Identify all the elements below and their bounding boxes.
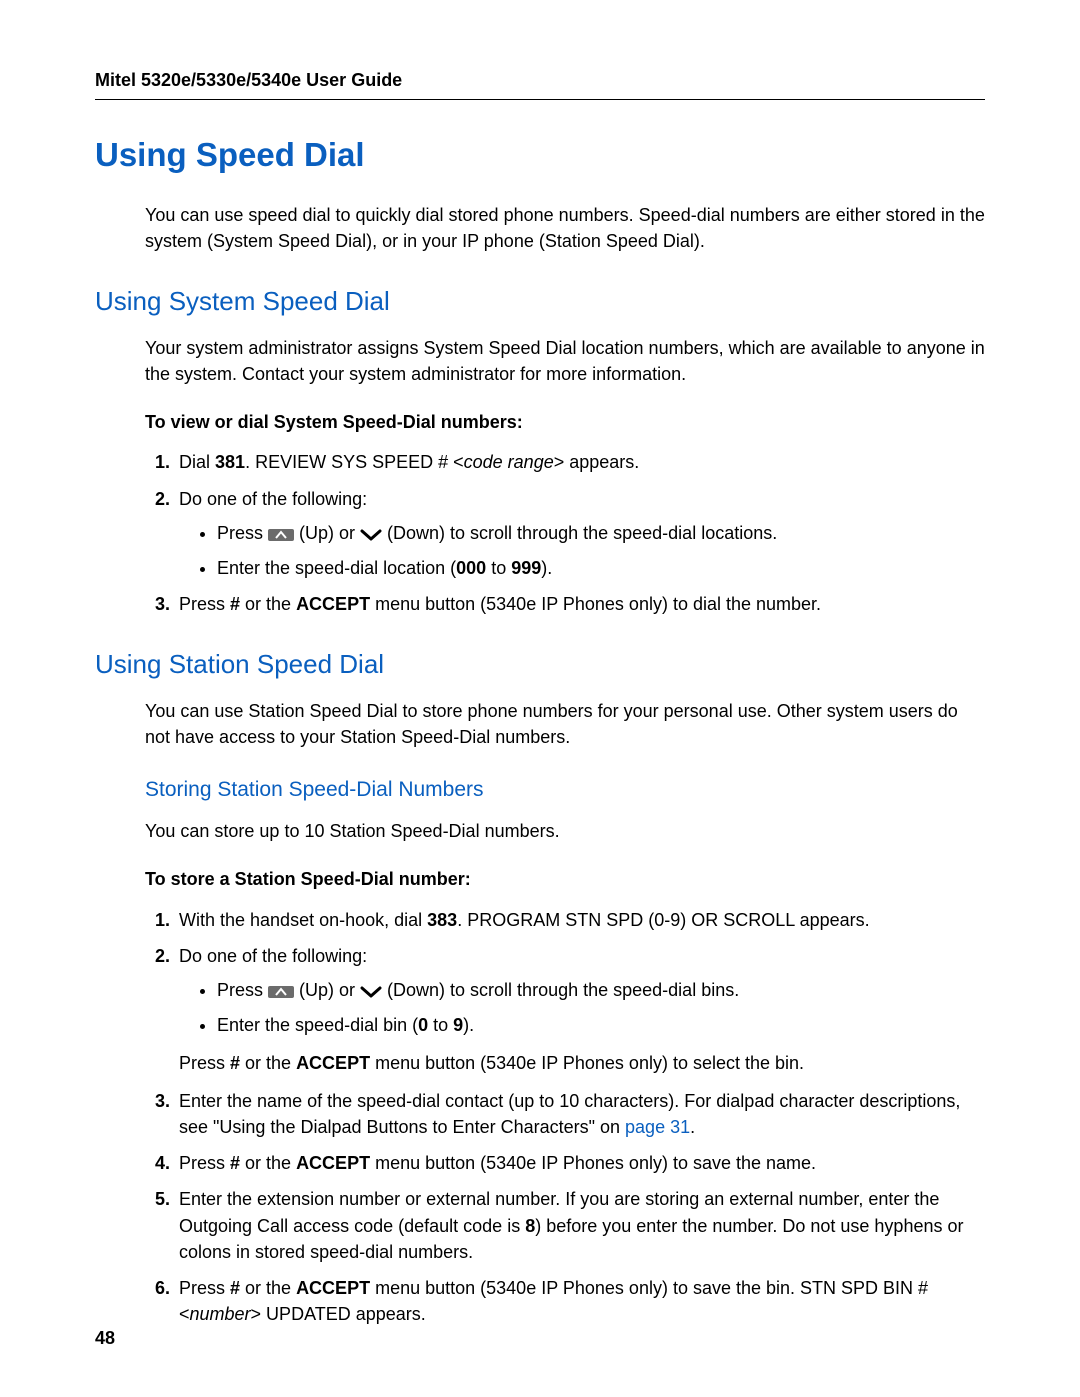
key-hash: # xyxy=(230,594,240,614)
text: Press xyxy=(179,1053,230,1073)
text: (Down) to scroll through the speed-dial … xyxy=(382,523,777,543)
text: to xyxy=(486,558,511,578)
system-step-2a: Press (Up) or (Down) to scroll through t… xyxy=(217,520,985,547)
text: Press xyxy=(217,523,268,543)
text: Press xyxy=(217,980,268,1000)
range-end: 9 xyxy=(453,1015,463,1035)
system-step-3: Press # or the ACCEPT menu button (5340e… xyxy=(175,591,985,617)
page-header-title: Mitel 5320e/5330e/5340e User Guide xyxy=(95,70,985,100)
placeholder-text: code range xyxy=(464,452,554,472)
text: (Up) or xyxy=(294,523,360,543)
key-hash: # xyxy=(230,1053,240,1073)
system-intro: Your system administrator assigns System… xyxy=(145,335,985,387)
text: or the xyxy=(240,594,296,614)
dial-code: 381 xyxy=(215,452,245,472)
access-code: 8 xyxy=(525,1216,535,1236)
intro-paragraph: You can use speed dial to quickly dial s… xyxy=(145,202,985,254)
text: Enter the name of the speed-dial contact… xyxy=(179,1091,960,1137)
storing-step-2-note: Press # or the ACCEPT menu button (5340e… xyxy=(179,1050,985,1076)
text: ). xyxy=(541,558,552,578)
key-hash: # xyxy=(230,1278,240,1298)
text: Press xyxy=(179,1153,230,1173)
storing-step-3: Enter the name of the speed-dial contact… xyxy=(175,1088,985,1140)
button-accept: ACCEPT xyxy=(296,1053,370,1073)
text: With the handset on-hook, dial xyxy=(179,910,427,930)
storing-step-2b: Enter the speed-dial bin (0 to 9). xyxy=(217,1012,985,1038)
range-end: 999 xyxy=(511,558,541,578)
text: (Up) or xyxy=(294,980,360,1000)
storing-step-4: Press # or the ACCEPT menu button (5340e… xyxy=(175,1150,985,1176)
up-arrow-icon xyxy=(268,978,294,1004)
button-accept: ACCEPT xyxy=(296,594,370,614)
button-accept: ACCEPT xyxy=(296,1153,370,1173)
text: . PROGRAM STN SPD (0-9) OR SCROLL appear… xyxy=(457,910,869,930)
text: Dial xyxy=(179,452,215,472)
text: (Down) to scroll through the speed-dial … xyxy=(382,980,739,1000)
text: ). xyxy=(463,1015,474,1035)
text: > UPDATED appears. xyxy=(251,1304,426,1324)
key-hash: # xyxy=(230,1153,240,1173)
text: Do one of the following: xyxy=(179,946,367,966)
storing-step-1: With the handset on-hook, dial 383. PROG… xyxy=(175,907,985,933)
system-step-2b: Enter the speed-dial location (000 to 99… xyxy=(217,555,985,581)
storing-step-6: Press # or the ACCEPT menu button (5340e… xyxy=(175,1275,985,1327)
storing-step-2-options: Press (Up) or (Down) to scroll through t… xyxy=(179,977,985,1038)
station-intro: You can use Station Speed Dial to store … xyxy=(145,698,985,750)
text: Press xyxy=(179,1278,230,1298)
button-accept: ACCEPT xyxy=(296,1278,370,1298)
storing-steps-list: With the handset on-hook, dial 383. PROG… xyxy=(145,907,985,1327)
up-arrow-icon xyxy=(268,521,294,547)
heading-using-speed-dial: Using Speed Dial xyxy=(95,136,985,174)
storing-step-2: Do one of the following: Press (Up) or (… xyxy=(175,943,985,1077)
text: > appears. xyxy=(554,452,640,472)
down-arrow-icon xyxy=(360,521,382,547)
range-start: 0 xyxy=(418,1015,428,1035)
text: or the xyxy=(240,1053,296,1073)
system-step-1: Dial 381. REVIEW SYS SPEED # <code range… xyxy=(175,449,985,475)
storing-instruction-label: To store a Station Speed-Dial number: xyxy=(145,866,985,892)
range-start: 000 xyxy=(456,558,486,578)
dial-code: 383 xyxy=(427,910,457,930)
text: menu button (5340e IP Phones only) to sa… xyxy=(370,1153,816,1173)
text: or the xyxy=(240,1278,296,1298)
text: to xyxy=(428,1015,453,1035)
system-instruction-label: To view or dial System Speed-Dial number… xyxy=(145,409,985,435)
text: . xyxy=(690,1117,695,1137)
storing-step-5: Enter the extension number or external n… xyxy=(175,1186,985,1264)
text: menu button (5340e IP Phones only) to di… xyxy=(370,594,821,614)
system-step-2: Do one of the following: Press (Up) or (… xyxy=(175,486,985,581)
page-number: 48 xyxy=(95,1328,115,1349)
placeholder-text: number xyxy=(190,1304,251,1324)
heading-storing-station: Storing Station Speed-Dial Numbers xyxy=(145,778,985,802)
text: Do one of the following: xyxy=(179,489,367,509)
document-page: Mitel 5320e/5330e/5340e User Guide Using… xyxy=(0,0,1080,1397)
storing-step-2a: Press (Up) or (Down) to scroll through t… xyxy=(217,977,985,1004)
down-arrow-icon xyxy=(360,978,382,1004)
system-steps-list: Dial 381. REVIEW SYS SPEED # <code range… xyxy=(145,449,985,617)
heading-station-speed-dial: Using Station Speed Dial xyxy=(95,649,985,680)
page-link[interactable]: page 31 xyxy=(625,1117,690,1137)
text: or the xyxy=(240,1153,296,1173)
text: Press xyxy=(179,594,230,614)
text: . REVIEW SYS SPEED # < xyxy=(245,452,464,472)
storing-intro: You can store up to 10 Station Speed-Dia… xyxy=(145,818,985,844)
text: menu button (5340e IP Phones only) to se… xyxy=(370,1053,804,1073)
text: Enter the speed-dial bin ( xyxy=(217,1015,418,1035)
system-step-2-options: Press (Up) or (Down) to scroll through t… xyxy=(179,520,985,581)
heading-system-speed-dial: Using System Speed Dial xyxy=(95,286,985,317)
text: Enter the speed-dial location ( xyxy=(217,558,456,578)
